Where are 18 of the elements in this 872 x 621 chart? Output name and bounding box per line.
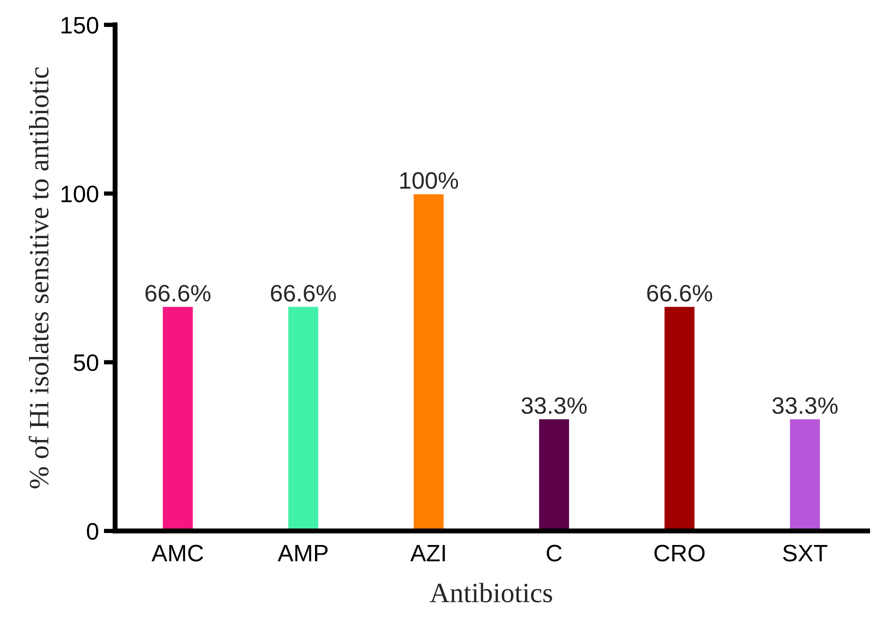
y-tick-label: 50 [74, 354, 98, 372]
x-axis-title: Antibiotics [430, 582, 552, 602]
y-tick-label: 150 [62, 16, 98, 34]
data-label: 66.6% [146, 284, 210, 302]
data-label: 33.3% [772, 397, 838, 414]
x-tick-label: CRO [654, 544, 705, 562]
data-label: 100% [400, 172, 458, 189]
x-tick-label: AMP [278, 545, 328, 562]
data-label: 66.6% [647, 284, 712, 302]
data-label: 33.3% [522, 397, 587, 414]
data-label: 66.6% [270, 284, 336, 302]
y-axis-title: % of Hi isolates sensitive to antibiotic [28, 67, 49, 488]
y-tick-label: 0 [86, 523, 98, 540]
x-tick-label: AMC [152, 544, 204, 562]
y-tick-label: 100 [62, 186, 98, 202]
x-tick-label: C [546, 544, 562, 562]
x-tick-label: SXT [783, 544, 828, 562]
x-tick-label: AZI [410, 545, 445, 562]
